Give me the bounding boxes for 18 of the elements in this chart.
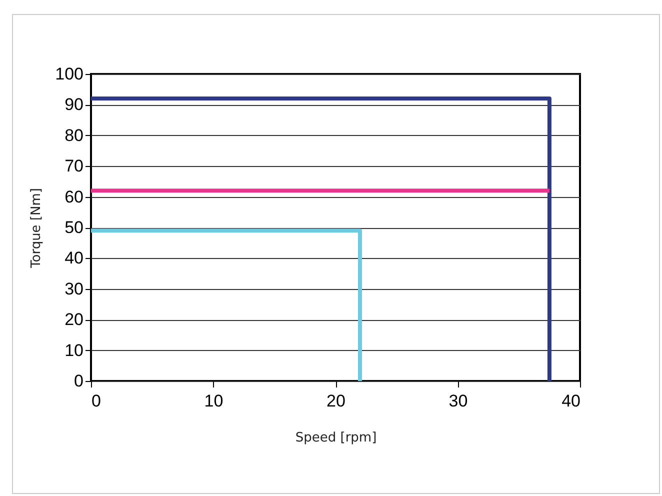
x-tick-label: 0: [92, 392, 101, 410]
y-tick-label: 20: [64, 310, 84, 330]
x-tick-label: 10: [204, 392, 224, 410]
y-tick-label: 30: [64, 279, 84, 298]
y-tick-label: 90: [64, 95, 84, 114]
y-tick-label: 100: [55, 64, 84, 84]
x-axis-title: Speed [rpm]: [295, 430, 377, 446]
y-tick-label: 40: [64, 248, 84, 268]
y-tick-label: 0: [74, 372, 84, 390]
y-tick-label: 10: [64, 340, 84, 360]
y-tick-label: 60: [64, 187, 84, 206]
y-axis-title: Torque [Nm]: [29, 188, 44, 269]
x-tick-label: 40: [562, 392, 580, 410]
y-tick-label: 80: [64, 126, 84, 145]
y-tick-label: 70: [64, 156, 84, 176]
x-tick-label: 20: [326, 392, 346, 410]
y-tick-label: 50: [64, 218, 84, 237]
x-tick-label: 30: [448, 392, 468, 410]
